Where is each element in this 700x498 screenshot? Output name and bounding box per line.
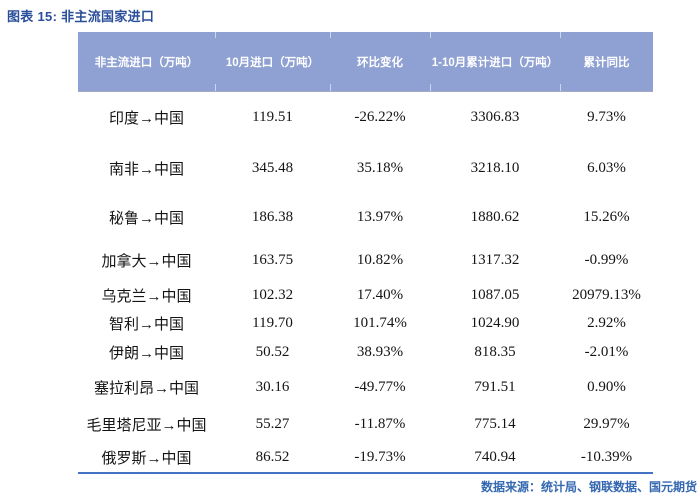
october-import-cell: 50.52	[255, 344, 290, 360]
route-cell: 加拿大→中国	[101, 253, 192, 270]
cumulative-import-cell: 818.35	[474, 344, 516, 360]
mom-change-cell: 10.82%	[356, 251, 404, 268]
cumulative-import-cell: 1880.62	[470, 208, 520, 225]
route-cell: 塞拉利昂→中国	[93, 380, 199, 397]
cumulative-yoy-cell: 0.90%	[587, 378, 626, 395]
cumulative-yoy-cell: 6.03%	[587, 159, 626, 176]
mom-change-cell: 17.40%	[356, 286, 404, 303]
cumulative-import-cell: 1317.32	[470, 251, 520, 268]
header-nonmainstream-imports: 非主流进口（万吨）	[94, 56, 199, 69]
october-import-cell: 102.32	[251, 286, 294, 303]
table-row: 乌克兰→中国 102.32 17.40% 1087.05 20979.13%	[78, 280, 653, 310]
route-cell: 印度→中国	[108, 110, 184, 127]
route-cell: 毛里塔尼亚→中国	[86, 417, 207, 434]
mom-change-cell: 101.74%	[353, 315, 407, 331]
header-cumulative-yoy: 累计同比	[559, 32, 653, 91]
cumulative-yoy-cell: -2.01%	[584, 344, 629, 360]
mom-change-cell: 13.97%	[356, 208, 404, 225]
route-cell: 俄罗斯→中国	[101, 450, 192, 467]
imports-table: 非主流进口（万吨） 10月进口（万吨） 环比变化 1-10月累计进口（万吨） 累…	[78, 32, 653, 474]
october-import-cell: 86.52	[255, 448, 290, 465]
header-october-imports: 10月进口（万吨）	[214, 32, 330, 91]
cumulative-yoy-cell: 2.92%	[587, 315, 626, 331]
october-import-cell: 119.70	[252, 315, 293, 331]
cumulative-yoy-cell: 15.26%	[583, 208, 630, 225]
october-import-cell: 30.16	[255, 378, 290, 395]
mom-change-cell: -26.22%	[354, 108, 406, 125]
cumulative-import-cell: 775.14	[474, 415, 516, 432]
mom-change-cell: 35.18%	[356, 159, 404, 176]
october-import-cell: 163.75	[251, 251, 294, 268]
header-mom-change: 环比变化	[329, 32, 430, 91]
route-cell: 伊朗→中国	[108, 346, 184, 362]
october-import-cell: 186.38	[251, 208, 294, 225]
header-cumulative-imports: 1-10月累计进口（万吨）	[429, 32, 560, 91]
cumulative-import-cell: 740.94	[474, 448, 516, 465]
route-cell: 智利→中国	[108, 317, 184, 333]
cumulative-yoy-cell: 9.73%	[587, 108, 626, 125]
table-row: 俄罗斯→中国 86.52 -19.73% 740.94 -10.39%	[78, 442, 653, 472]
table-row: 塞拉利昂→中国 30.16 -49.77% 791.51 0.90%	[78, 368, 653, 406]
route-cell: 南非→中国	[108, 161, 184, 178]
cumulative-yoy-cell: 20979.13%	[572, 286, 641, 303]
data-source: 数据来源：统计局、钢联数据、国元期货	[480, 480, 697, 494]
table-row: 加拿大→中国 163.75 10.82% 1317.32 -0.99%	[78, 240, 653, 280]
mom-change-cell: -49.77%	[354, 378, 406, 395]
cumulative-import-cell: 791.51	[474, 378, 516, 395]
figure-title: 图表 15: 非主流国家进口	[7, 9, 155, 24]
table-row: 毛里塔尼亚→中国 55.27 -11.87% 775.14 29.97%	[78, 406, 653, 442]
cumulative-yoy-cell: -0.99%	[584, 251, 629, 268]
cumulative-yoy-cell: 29.97%	[583, 415, 630, 432]
october-import-cell: 55.27	[255, 415, 290, 432]
table-row: 南非→中国 345.48 35.18% 3218.10 6.03%	[78, 142, 653, 194]
route-cell: 乌克兰→中国	[101, 288, 192, 305]
table-header-row: 非主流进口（万吨） 10月进口（万吨） 环比变化 1-10月累计进口（万吨） 累…	[78, 32, 653, 92]
table-row: 伊朗→中国 50.52 38.93% 818.35 -2.01%	[78, 337, 653, 368]
cumulative-import-cell: 3218.10	[470, 159, 520, 176]
cumulative-import-cell: 1087.05	[470, 286, 520, 303]
october-import-cell: 119.51	[252, 108, 293, 125]
table-row: 秘鲁→中国 186.38 13.97% 1880.62 15.26%	[78, 194, 653, 240]
table-body: 印度→中国 119.51 -26.22% 3306.83 9.73% 南非→中国 345.4…	[78, 92, 653, 474]
table-row: 印度→中国 119.51 -26.22% 3306.83 9.73%	[78, 92, 653, 142]
table-row: 智利→中国 119.70 101.74% 1024.90 2.92%	[78, 310, 653, 337]
cumulative-yoy-cell: -10.39%	[580, 448, 633, 465]
october-import-cell: 345.48	[251, 159, 294, 176]
mom-change-cell: -11.87%	[354, 415, 406, 432]
cumulative-import-cell: 3306.83	[470, 108, 520, 125]
route-cell: 秘鲁→中国	[108, 210, 184, 227]
mom-change-cell: -19.73%	[354, 448, 406, 465]
cumulative-import-cell: 1024.90	[470, 315, 520, 331]
mom-change-cell: 38.93%	[356, 344, 404, 360]
